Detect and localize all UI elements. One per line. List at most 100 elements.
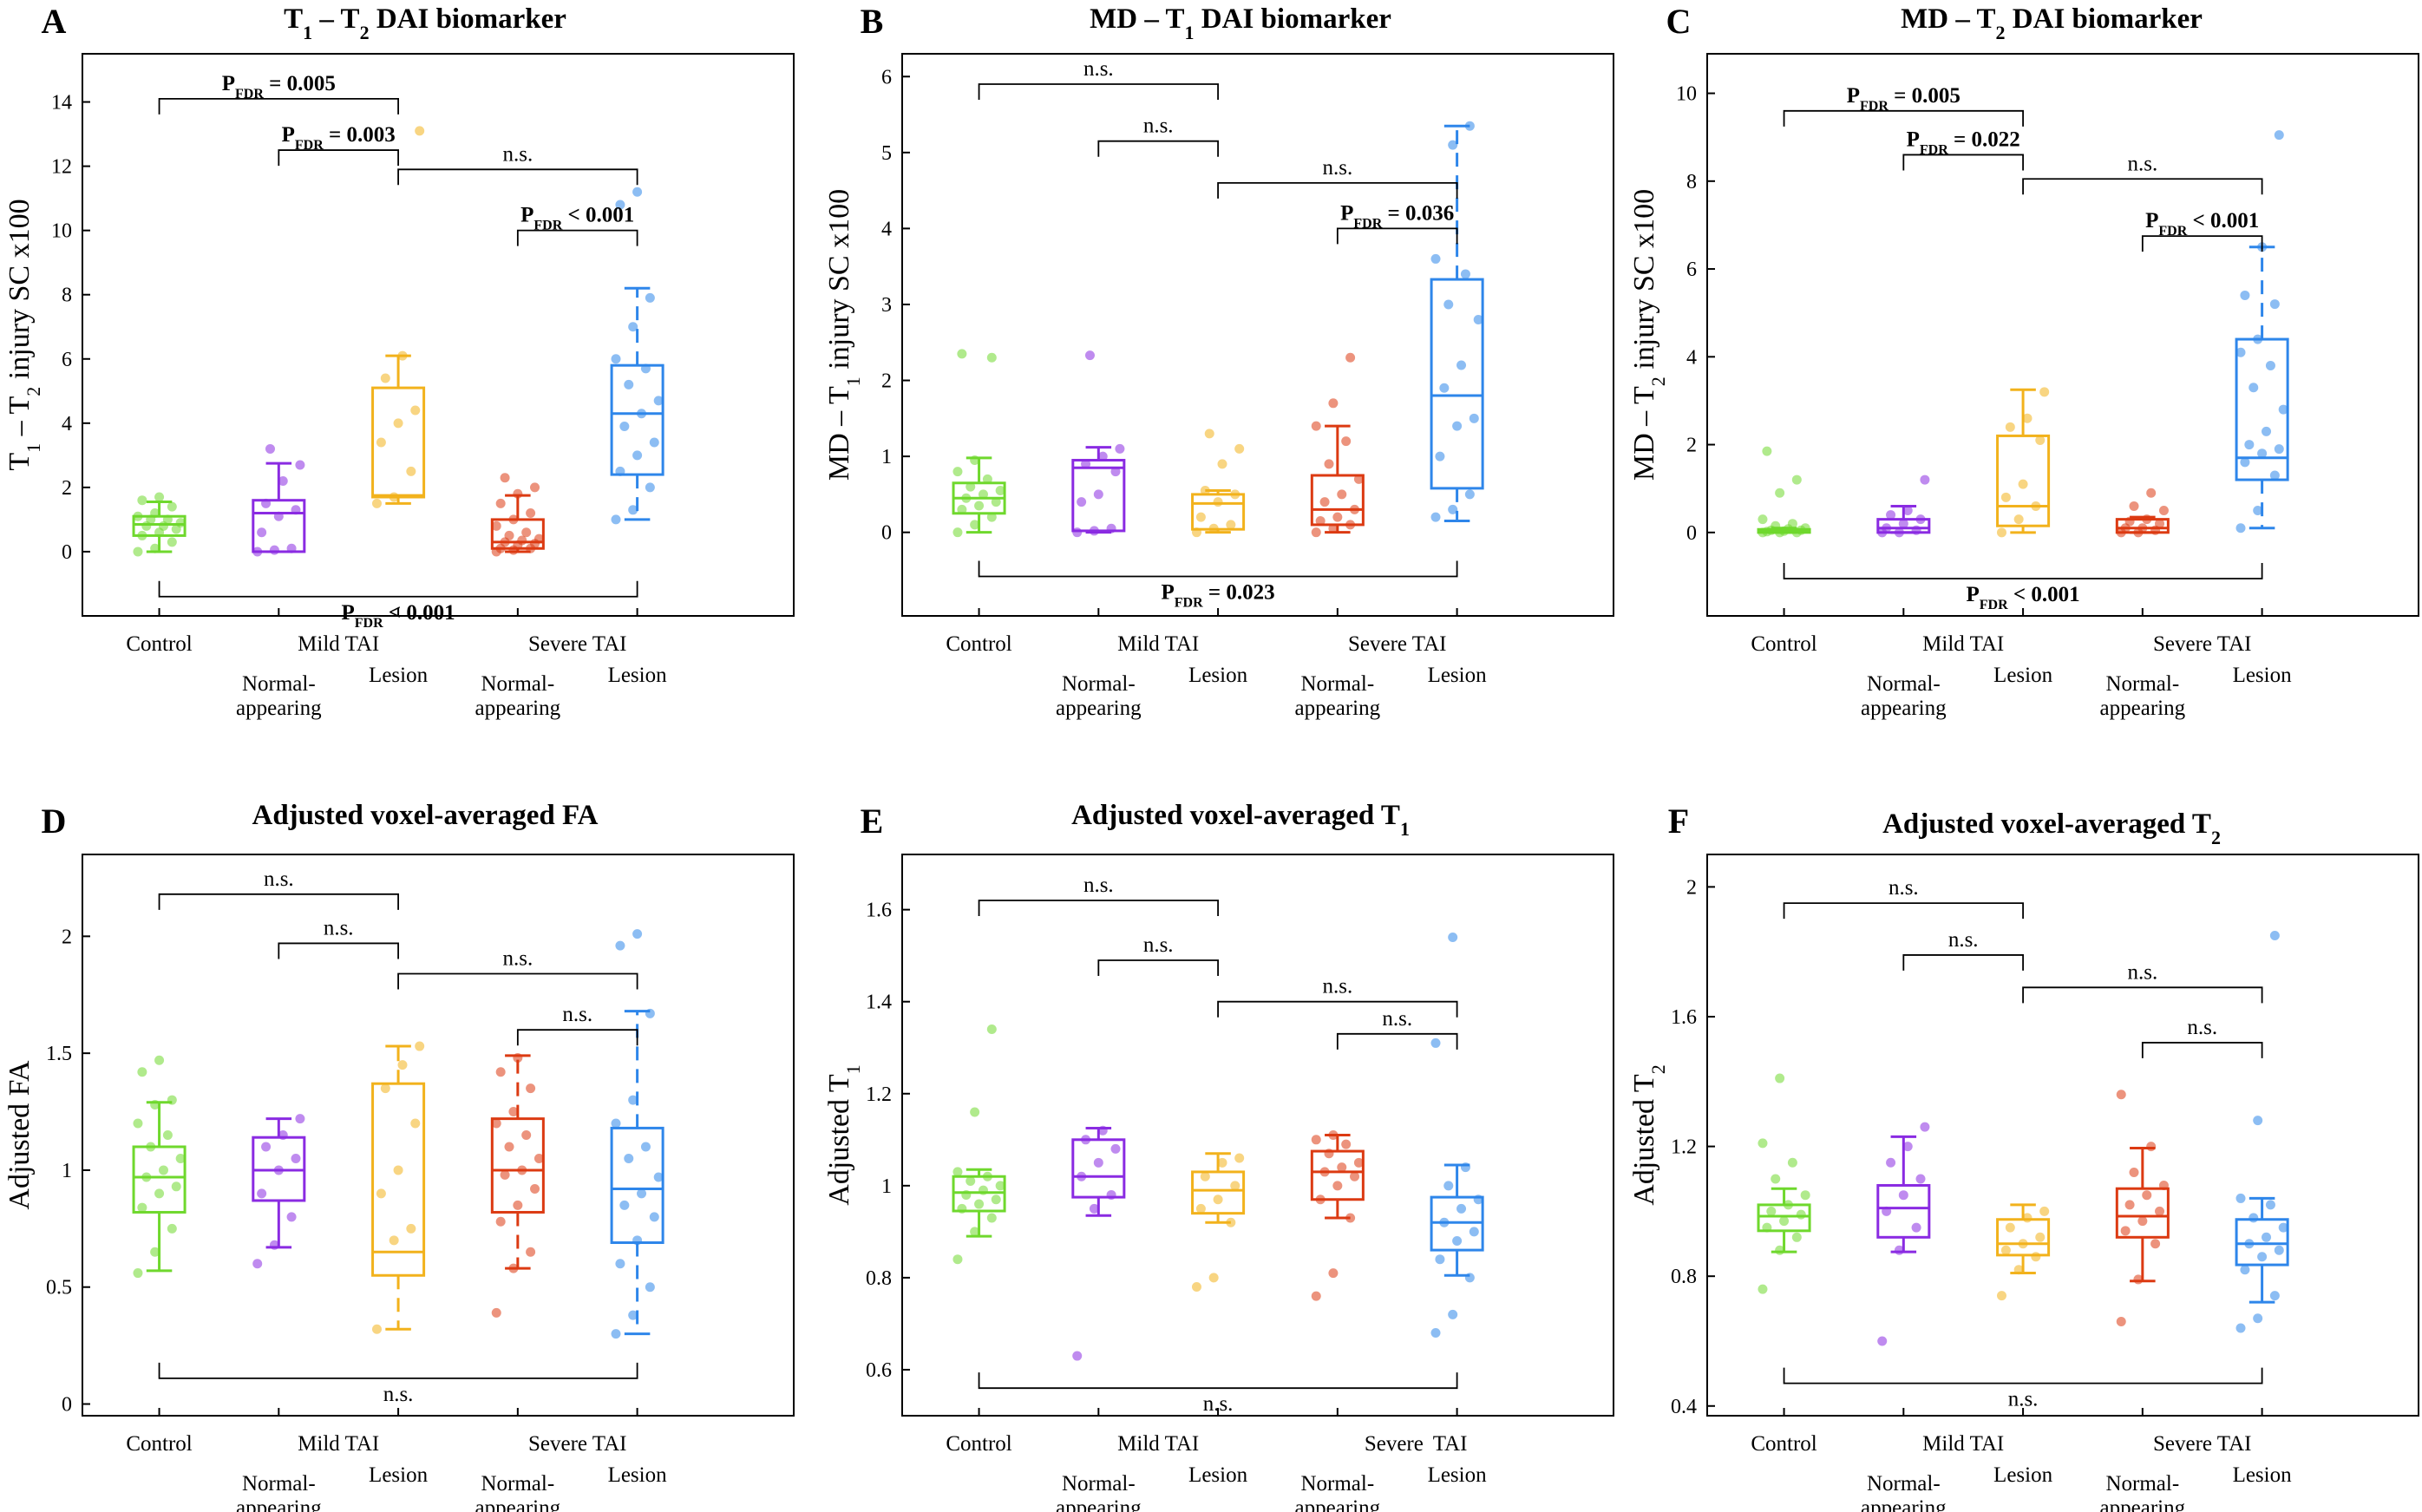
data-point bbox=[1758, 514, 1768, 525]
data-point bbox=[269, 545, 279, 555]
x-label-lesion-2: Lesion bbox=[2233, 1463, 2293, 1487]
data-point bbox=[1195, 1203, 1206, 1214]
panel-title: Adjusted voxel-averaged FA bbox=[252, 800, 599, 831]
data-point bbox=[1093, 489, 1103, 500]
x-label-normal-2: Normal- bbox=[2105, 1472, 2179, 1496]
data-point bbox=[295, 460, 305, 470]
x-label-severe-tai: Severe TAI bbox=[2153, 1432, 2251, 1456]
data-point bbox=[1115, 443, 1125, 454]
data-point bbox=[1766, 1206, 1777, 1216]
data-point bbox=[2235, 1323, 2246, 1333]
data-point bbox=[1469, 1227, 1479, 1237]
data-point bbox=[1443, 299, 1454, 310]
x-label-mild-tai: Mild TAI bbox=[1922, 632, 2004, 656]
data-point bbox=[2005, 1222, 2015, 1233]
significance-bracket bbox=[158, 1362, 638, 1379]
data-point bbox=[2249, 383, 2259, 393]
data-point bbox=[1217, 459, 1227, 469]
box-iqr bbox=[371, 1082, 426, 1277]
data-point bbox=[1775, 1073, 1785, 1083]
data-point bbox=[2240, 457, 2250, 468]
data-point bbox=[1435, 451, 1445, 461]
data-point bbox=[158, 1165, 168, 1175]
data-point bbox=[974, 1199, 985, 1209]
box-iqr bbox=[1757, 1203, 1811, 1233]
data-point bbox=[1110, 467, 1121, 477]
significance-label: n.s. bbox=[2008, 1388, 2039, 1411]
data-point bbox=[970, 1227, 980, 1237]
significance-bracket bbox=[2141, 1042, 2263, 1058]
panel-title: MD – T2 DAI biomarker bbox=[1901, 3, 2203, 43]
data-point bbox=[2262, 1232, 2272, 1242]
data-point bbox=[389, 1235, 399, 1246]
data-point bbox=[380, 373, 390, 383]
panel-letter: A bbox=[42, 2, 67, 41]
panel-letter: E bbox=[861, 802, 884, 841]
data-point bbox=[137, 1067, 147, 1077]
data-point bbox=[1328, 398, 1339, 409]
data-point bbox=[2116, 1317, 2126, 1327]
box-iqr bbox=[1071, 458, 1126, 533]
data-point bbox=[1460, 269, 1470, 279]
data-point bbox=[1430, 1037, 1441, 1048]
y-tick-label: 1.6 bbox=[866, 900, 892, 922]
data-point bbox=[1898, 519, 1908, 529]
data-point bbox=[265, 443, 275, 454]
data-point bbox=[1886, 510, 1896, 520]
data-point bbox=[154, 1055, 165, 1065]
data-point bbox=[1332, 512, 1343, 522]
data-point bbox=[2146, 1142, 2157, 1152]
y-tick-label: 1.5 bbox=[46, 1043, 72, 1065]
data-point bbox=[171, 1181, 181, 1192]
data-point bbox=[1337, 1162, 1347, 1173]
data-point bbox=[415, 126, 425, 136]
axes-frame bbox=[82, 53, 795, 617]
data-point bbox=[632, 450, 643, 461]
data-point bbox=[508, 1107, 519, 1117]
data-point bbox=[615, 1259, 625, 1269]
data-point bbox=[133, 547, 143, 557]
data-point bbox=[2240, 290, 2250, 300]
data-point bbox=[1787, 519, 1797, 529]
significance-label: n.s. bbox=[1382, 1007, 1412, 1031]
box-iqr bbox=[371, 386, 426, 499]
y-tick-label: 4 bbox=[881, 218, 892, 240]
data-point bbox=[2031, 1252, 2041, 1262]
data-point bbox=[974, 501, 985, 511]
data-point bbox=[1469, 413, 1479, 423]
data-point bbox=[291, 1153, 301, 1163]
data-point bbox=[1084, 350, 1095, 361]
data-point bbox=[970, 520, 980, 530]
x-label-mild-tai: Mild TAI bbox=[1922, 1432, 2004, 1456]
data-point bbox=[261, 1142, 272, 1152]
data-point bbox=[952, 1254, 963, 1265]
data-point bbox=[611, 514, 621, 525]
x-label-lesion-1: Lesion bbox=[369, 664, 429, 687]
data-point bbox=[966, 1176, 976, 1187]
x-label-appearing-1: appearing bbox=[236, 1496, 322, 1512]
data-point bbox=[530, 1184, 540, 1195]
significance-bracket bbox=[1217, 181, 1458, 199]
significance-bracket bbox=[978, 1372, 1458, 1390]
data-point bbox=[1328, 523, 1339, 533]
data-point bbox=[530, 482, 540, 493]
y-tick-label: 0 bbox=[62, 1394, 72, 1417]
data-point bbox=[1341, 1139, 1352, 1149]
data-point bbox=[1920, 475, 1930, 485]
data-point bbox=[495, 498, 506, 508]
data-point bbox=[371, 498, 382, 508]
data-point bbox=[533, 1153, 544, 1163]
data-point bbox=[495, 1216, 506, 1227]
data-point bbox=[2274, 444, 2284, 455]
data-point bbox=[2235, 523, 2246, 533]
data-point bbox=[615, 940, 625, 951]
data-point bbox=[2116, 1090, 2126, 1100]
data-point bbox=[1452, 421, 1463, 431]
data-point bbox=[1762, 446, 1772, 456]
data-point bbox=[175, 1153, 186, 1163]
data-point bbox=[2269, 470, 2280, 481]
data-point bbox=[1097, 451, 1108, 461]
significance-bracket bbox=[158, 97, 399, 115]
data-point bbox=[1920, 1122, 1930, 1132]
